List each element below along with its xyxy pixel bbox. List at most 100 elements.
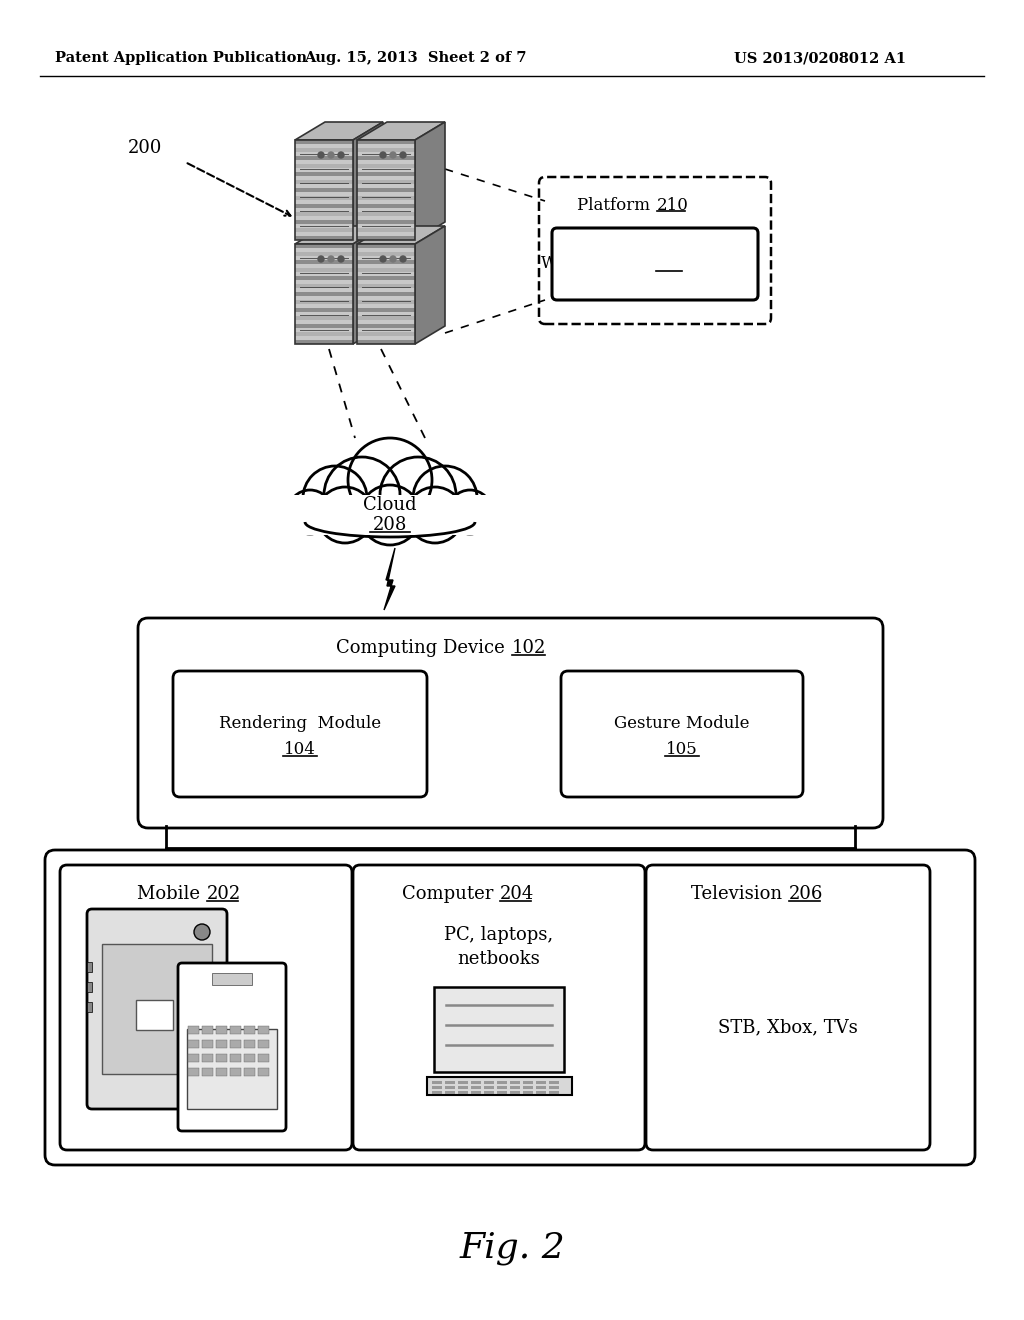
Bar	[258, 1068, 269, 1076]
Circle shape	[324, 457, 400, 533]
FancyBboxPatch shape	[539, 177, 771, 323]
Bar	[202, 1026, 213, 1034]
Polygon shape	[357, 121, 445, 140]
Circle shape	[288, 490, 332, 535]
Circle shape	[413, 466, 477, 531]
Polygon shape	[357, 172, 415, 176]
Bar	[230, 1068, 241, 1076]
Polygon shape	[357, 226, 445, 244]
Text: 105: 105	[667, 741, 698, 758]
Polygon shape	[295, 164, 353, 168]
Polygon shape	[357, 300, 415, 304]
Polygon shape	[415, 226, 445, 345]
Bar	[470, 1090, 480, 1094]
Polygon shape	[357, 140, 415, 240]
Bar	[285, 495, 495, 535]
Circle shape	[194, 924, 210, 940]
Polygon shape	[295, 284, 353, 288]
Polygon shape	[295, 236, 353, 240]
Text: 102: 102	[512, 639, 546, 657]
Circle shape	[449, 490, 492, 535]
Bar	[458, 1085, 468, 1089]
Circle shape	[338, 152, 344, 158]
Polygon shape	[357, 220, 415, 224]
Circle shape	[390, 152, 396, 158]
Bar	[188, 1053, 199, 1063]
Text: Television: Television	[691, 884, 788, 903]
Bar	[549, 1081, 558, 1084]
Bar	[510, 1081, 519, 1084]
Polygon shape	[295, 180, 353, 183]
FancyBboxPatch shape	[138, 618, 883, 828]
Polygon shape	[295, 205, 353, 209]
Bar	[458, 1090, 468, 1094]
Bar	[444, 1081, 455, 1084]
Polygon shape	[415, 121, 445, 240]
Bar	[230, 1053, 241, 1063]
Bar	[188, 1026, 199, 1034]
Circle shape	[303, 466, 367, 531]
Text: Patent Application Publication: Patent Application Publication	[55, 51, 307, 65]
Polygon shape	[384, 548, 395, 610]
Polygon shape	[295, 260, 353, 264]
Text: 202: 202	[207, 884, 242, 903]
Bar	[470, 1081, 480, 1084]
Bar	[244, 1040, 255, 1048]
Bar	[536, 1085, 546, 1089]
Polygon shape	[357, 292, 415, 296]
Circle shape	[328, 256, 334, 261]
Bar	[522, 1085, 532, 1089]
Text: Aug. 15, 2013  Sheet 2 of 7: Aug. 15, 2013 Sheet 2 of 7	[304, 51, 526, 65]
Polygon shape	[357, 205, 415, 209]
Bar	[431, 1081, 441, 1084]
Circle shape	[328, 152, 334, 158]
Circle shape	[380, 256, 386, 261]
Polygon shape	[353, 226, 383, 345]
FancyBboxPatch shape	[552, 228, 758, 300]
Bar	[483, 1081, 494, 1084]
Bar	[244, 1026, 255, 1034]
Polygon shape	[357, 260, 415, 264]
Polygon shape	[295, 172, 353, 176]
Bar	[202, 1040, 213, 1048]
FancyBboxPatch shape	[353, 865, 645, 1150]
Text: Rendering  Module: Rendering Module	[219, 715, 381, 733]
Polygon shape	[295, 244, 353, 248]
Text: Computer: Computer	[401, 884, 499, 903]
Polygon shape	[295, 268, 353, 272]
Polygon shape	[295, 252, 353, 256]
Bar	[427, 1077, 571, 1096]
Polygon shape	[295, 276, 353, 280]
Polygon shape	[357, 252, 415, 256]
Polygon shape	[295, 244, 353, 345]
Bar	[444, 1090, 455, 1094]
Polygon shape	[357, 308, 415, 312]
Circle shape	[400, 256, 406, 261]
Bar	[212, 973, 252, 985]
Text: Computing Device: Computing Device	[336, 639, 511, 657]
Polygon shape	[295, 220, 353, 224]
Text: Cloud: Cloud	[364, 496, 417, 513]
Circle shape	[338, 256, 344, 261]
Text: Mobile: Mobile	[137, 884, 206, 903]
Polygon shape	[295, 292, 353, 296]
Polygon shape	[295, 148, 353, 152]
Bar	[470, 1085, 480, 1089]
Bar	[258, 1040, 269, 1048]
Bar	[536, 1081, 546, 1084]
Bar	[244, 1068, 255, 1076]
Bar	[522, 1081, 532, 1084]
Bar	[187, 1030, 278, 1109]
Polygon shape	[357, 333, 415, 337]
Text: PC, laptops,
netbooks: PC, laptops, netbooks	[444, 925, 554, 969]
Polygon shape	[357, 323, 415, 327]
FancyBboxPatch shape	[60, 865, 352, 1150]
Bar	[216, 1040, 227, 1048]
Bar	[230, 1040, 241, 1048]
Bar	[258, 1026, 269, 1034]
FancyBboxPatch shape	[87, 909, 227, 1109]
Polygon shape	[295, 341, 353, 345]
Bar	[216, 1026, 227, 1034]
Polygon shape	[357, 187, 415, 191]
Circle shape	[390, 256, 396, 261]
